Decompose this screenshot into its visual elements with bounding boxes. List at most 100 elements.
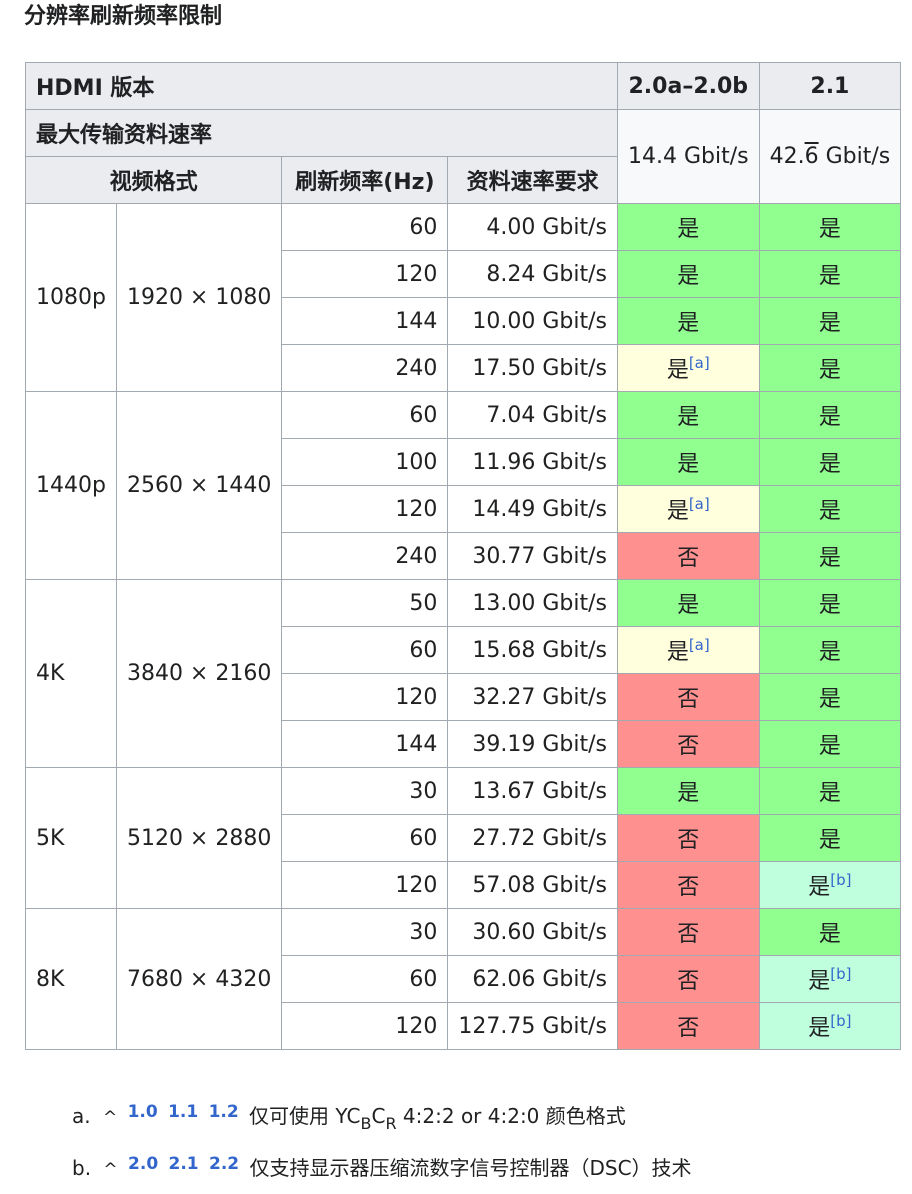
refresh-rate-cell: 100 (281, 438, 449, 486)
table-row: 60 15.68 Gbit/s 是[a] 是 (26, 626, 902, 674)
data-rate-cell: 32.27 Gbit/s (447, 673, 618, 721)
support-cell-b: 是 (758, 391, 902, 439)
resolution-cell: 5120 × 2880 (115, 767, 283, 909)
support-cell-b: 是 (758, 297, 902, 345)
support-cell-b: 是[b] (758, 955, 902, 1003)
support-value: 是 (818, 734, 841, 759)
footnote-text: 仅支持显示器压缩流数字信号控制器（DSC）技术 (249, 1156, 692, 1180)
support-cell-a: 否 (616, 955, 760, 1003)
support-cell-a: 是[a] (616, 626, 760, 674)
bandwidth-b: 42.6 Gbit/s (758, 109, 902, 204)
refresh-rate-cell: 120 (281, 673, 449, 721)
footnote-ref[interactable]: [a] (688, 495, 710, 513)
table-row: 60 62.06 Gbit/s 否 是[b] (26, 955, 902, 1003)
support-value: 是 (818, 358, 841, 383)
data-rate-cell: 11.96 Gbit/s (447, 438, 618, 486)
data-rate-cell: 30.60 Gbit/s (447, 908, 618, 956)
support-value: 否 (677, 734, 700, 759)
footnote-ref[interactable]: [b] (830, 1012, 852, 1030)
resolution-cell: 3840 × 2160 (115, 579, 283, 768)
refresh-rate-cell: 30 (281, 908, 449, 956)
footnote-backlink[interactable]: 1.0 (127, 1102, 158, 1122)
support-value: 是 (818, 781, 841, 806)
footnote-ref[interactable]: [a] (688, 354, 710, 372)
support-value: 是 (818, 405, 841, 430)
support-value: 是 (677, 405, 700, 430)
support-cell-a: 否 (616, 908, 760, 956)
resolution-cell: 1920 × 1080 (115, 203, 283, 392)
footnote-text-mid: C (371, 1104, 386, 1128)
table-body: 1080p 1920 × 1080 60 4.00 Gbit/s 是是 120 8.24 G… (25, 203, 902, 1050)
refresh-rate-cell: 120 (281, 1002, 449, 1050)
table-row: 240 17.50 Gbit/s 是[a] 是 (26, 344, 902, 392)
data-rate-cell: 62.06 Gbit/s (447, 955, 618, 1003)
support-value: 是 (818, 217, 841, 242)
refresh-rate-cell: 30 (281, 767, 449, 815)
table-row: 120 127.75 Gbit/s 否 是[b] (26, 1002, 902, 1050)
format-cell: 8K (25, 908, 117, 1050)
support-value: 是 (677, 311, 700, 336)
support-value: 是 (818, 922, 841, 947)
footnote-text-before: 仅可使用 YC (249, 1104, 361, 1128)
data-rate-cell: 57.08 Gbit/s (447, 861, 618, 909)
data-rate-cell: 4.00 Gbit/s (447, 203, 618, 251)
format-cell: 1440p (25, 391, 117, 580)
table-row: 8K 7680 × 4320 30 30.60 Gbit/s 否是 (25, 908, 902, 1050)
support-value: 否 (677, 546, 700, 571)
support-cell-a: 是[a] (616, 344, 760, 392)
support-value: 是 (677, 593, 700, 618)
footnote-ref[interactable]: [b] (830, 965, 852, 983)
table-row: 240 30.77 Gbit/s 否 是 (26, 532, 902, 580)
footnote-backlink[interactable]: 2.1 (168, 1154, 199, 1174)
support-cell-b: 是 (758, 626, 902, 674)
support-cell-b: 是 (758, 720, 902, 768)
refresh-rate-cell: 240 (281, 344, 449, 392)
support-cell-a: 是 (616, 297, 760, 345)
refresh-rate-cell: 144 (281, 297, 449, 345)
support-cell-a: 否 (616, 861, 760, 909)
table-row: 1080p 1920 × 1080 60 4.00 Gbit/s 是是 (25, 203, 902, 392)
footnote-ref[interactable]: [b] (830, 871, 852, 889)
support-cell-a: 否 (616, 532, 760, 580)
support-value: 是 (818, 546, 841, 571)
table-row: 120 57.08 Gbit/s 否 是[b] (26, 861, 902, 909)
refresh-rate-cell: 60 (281, 955, 449, 1003)
support-value: 是 (818, 499, 841, 524)
data-rate-cell: 30.77 Gbit/s (447, 532, 618, 580)
support-cell-b: 是 (758, 579, 902, 627)
header-row-version: HDMI 版本 2.0a–2.0b 2.1 (25, 62, 902, 110)
footnote-ref[interactable]: [a] (688, 636, 710, 654)
refresh-rate-cell: 144 (281, 720, 449, 768)
refresh-rate-cell: 60 (281, 203, 449, 251)
footnote-sub-r: R (385, 1114, 397, 1133)
format-cell: 5K (25, 767, 117, 909)
footnote-backlink[interactable]: 1.1 (168, 1102, 199, 1122)
refresh-rate-cell: 60 (281, 391, 449, 439)
table-row: 5K 5120 × 2880 30 13.67 Gbit/s 是是 (25, 767, 902, 909)
support-cell-a: 否 (616, 720, 760, 768)
support-value: 是 (677, 781, 700, 806)
support-cell-b: 是 (758, 344, 902, 392)
data-rate-cell: 13.00 Gbit/s (447, 579, 618, 627)
support-cell-a: 否 (616, 673, 760, 721)
table-row: 100 11.96 Gbit/s 是 是 (26, 438, 902, 486)
hdmi-version-label: HDMI 版本 (25, 62, 618, 110)
footnote-backlink[interactable]: 1.2 (208, 1102, 239, 1122)
bandwidth-b-unit: Gbit/s (818, 144, 891, 169)
data-rate-header: 资料速率要求 (447, 156, 618, 204)
header-row-columns: 视频格式 刷新频率(Hz) 资料速率要求 (24, 156, 901, 204)
data-rate-cell: 8.24 Gbit/s (447, 250, 618, 298)
footnote-backlink[interactable]: 2.2 (209, 1154, 240, 1174)
footnote-sub-b: B (360, 1114, 372, 1133)
footnote-backlink[interactable]: 2.0 (128, 1154, 159, 1174)
support-value: 否 (677, 828, 700, 853)
refresh-rate-cell: 120 (281, 485, 449, 533)
support-cell-a: 是 (616, 203, 760, 251)
data-rate-cell: 17.50 Gbit/s (447, 344, 618, 392)
support-cell-b: 是[b] (758, 861, 902, 909)
max-rate-label: 最大传输资料速率 (25, 109, 618, 157)
refresh-rate-cell: 60 (281, 626, 449, 674)
footnote-a: a. ^ 1.0 1.1 1.2 仅可使用 YCBCR 4:2:2 or 4:2… (72, 1092, 692, 1144)
support-value: 否 (677, 969, 700, 994)
support-cell-b: 是 (758, 250, 902, 298)
